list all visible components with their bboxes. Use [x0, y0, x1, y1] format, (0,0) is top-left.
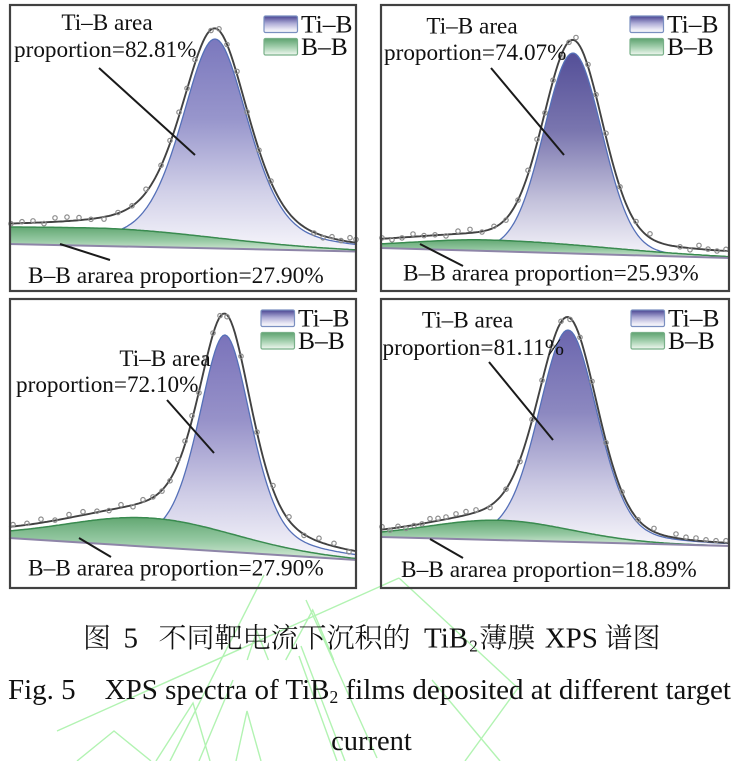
svg-text:B–B: B–B [668, 326, 715, 355]
svg-text:proportion=82.81%: proportion=82.81% [14, 37, 196, 63]
svg-text:XPS: XPS [545, 623, 598, 655]
svg-text:Ti–B area: Ti–B area [426, 13, 517, 39]
svg-text:TiB: TiB [424, 623, 468, 655]
svg-text:proportion=72.10%: proportion=72.10% [16, 372, 198, 398]
svg-text:B–B ararea proportion=27.90%: B–B ararea proportion=27.90% [28, 556, 324, 582]
svg-text:B–B ararea proportion=18.89%: B–B ararea proportion=18.89% [401, 557, 697, 583]
svg-text:2: 2 [469, 637, 478, 656]
svg-text:proportion=74.07%: proportion=74.07% [384, 40, 566, 66]
svg-text:Ti–B: Ti–B [298, 304, 350, 333]
svg-text:Ti–B area: Ti–B area [422, 307, 513, 333]
svg-text:proportion=81.11%: proportion=81.11% [383, 335, 565, 361]
svg-text:B–B: B–B [301, 32, 348, 61]
svg-text:Ti–B area: Ti–B area [119, 346, 210, 372]
svg-text:Ti–B: Ti–B [668, 304, 720, 333]
svg-text:Ti–B area: Ti–B area [61, 10, 152, 36]
svg-text:Ti–B: Ti–B [301, 10, 353, 39]
svg-text:5: 5 [124, 623, 139, 655]
svg-text:B–B ararea proportion=25.93%: B–B ararea proportion=25.93% [403, 261, 699, 287]
svg-text:B–B: B–B [667, 32, 714, 61]
svg-text:B–B: B–B [298, 326, 345, 355]
svg-text:Fig. 5 XPS spectra of TiB2 fi: Fig. 5 XPS spectra of TiB2 films deposit… [8, 674, 731, 707]
svg-text:Ti–B: Ti–B [667, 10, 719, 39]
svg-text:current: current [331, 726, 412, 757]
svg-text:B–B ararea proportion=27.90%: B–B ararea proportion=27.90% [28, 263, 324, 289]
